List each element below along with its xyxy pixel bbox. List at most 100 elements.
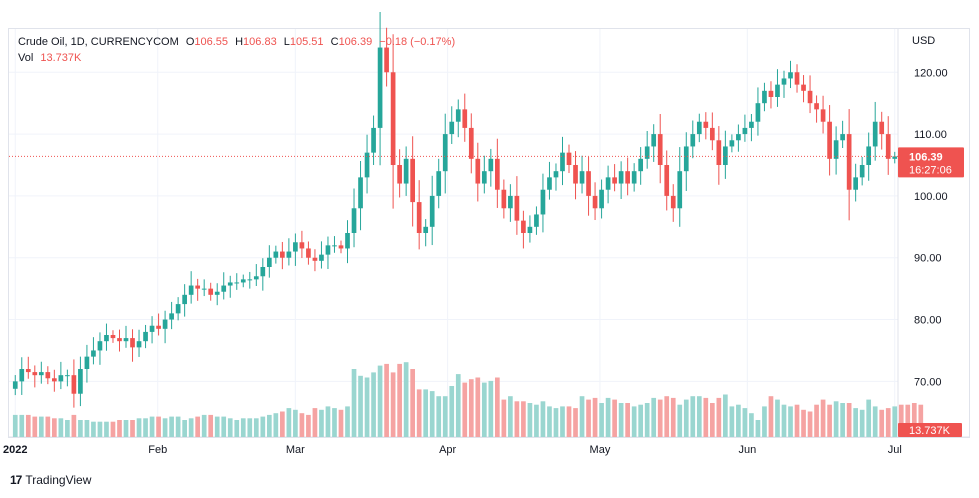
volume-bar <box>188 418 194 437</box>
candle-body <box>638 158 644 172</box>
symbol-label[interactable]: Crude Oil, 1D, CURRENCYCOM <box>18 36 179 48</box>
candle-body <box>651 134 657 147</box>
candle-body <box>462 109 468 128</box>
volume-bar <box>345 406 350 437</box>
volume-bar <box>690 396 696 437</box>
candle-body <box>247 279 253 281</box>
candle-body <box>690 134 696 147</box>
volume-bar <box>859 409 865 437</box>
open-label: O <box>185 36 195 48</box>
volume-bar <box>403 362 409 437</box>
footer-brand[interactable]: 17 TradingView <box>10 473 91 487</box>
volume-bar <box>306 414 311 437</box>
volume-bar <box>911 403 917 437</box>
volume-bar <box>768 396 774 437</box>
candle-body <box>540 189 546 215</box>
candle-body <box>625 171 630 184</box>
volume-bar <box>299 413 305 437</box>
y-tick-label: 110.00 <box>914 129 947 141</box>
candle-body <box>58 375 64 382</box>
volume-bar <box>195 416 201 437</box>
volume-bar <box>573 408 578 437</box>
volume-bar <box>833 401 839 437</box>
candle-body <box>521 220 526 233</box>
volume-bar <box>644 403 650 437</box>
candle-body <box>390 72 396 165</box>
volume-bar <box>775 399 780 437</box>
candle-body <box>508 195 513 209</box>
volume-bar <box>625 403 630 437</box>
volume-bar <box>820 399 826 437</box>
candle-body <box>586 171 591 196</box>
volume-label[interactable]: Vol <box>18 52 34 64</box>
volume-bar <box>846 403 852 437</box>
candle-body <box>814 103 819 110</box>
volume-bar <box>488 380 494 437</box>
volume-bar <box>280 411 285 437</box>
volume-bar <box>481 382 487 437</box>
volume-bar <box>683 399 689 437</box>
low-value: 105.51 <box>289 36 324 48</box>
candle-body <box>325 245 331 255</box>
candle-body <box>599 189 604 209</box>
volume-bar <box>319 409 324 437</box>
volume-bar <box>709 403 715 437</box>
candle-body <box>801 84 806 91</box>
candle-body <box>768 90 774 97</box>
candle-body <box>319 254 324 261</box>
volume-bar <box>716 397 722 437</box>
volume-bar <box>416 389 422 437</box>
candle-body <box>136 341 142 348</box>
volume-bar <box>807 411 813 437</box>
volume-bar <box>371 372 376 437</box>
volume-bar <box>390 372 396 437</box>
candle-body <box>696 121 702 135</box>
candle-body <box>117 338 122 342</box>
volume-bar <box>156 416 161 437</box>
candle-body <box>338 245 344 249</box>
candle-body <box>351 208 357 233</box>
volume-bar <box>338 409 344 437</box>
volume-bar <box>631 406 637 437</box>
volume-bar <box>423 389 429 437</box>
candle-body <box>775 84 780 97</box>
candle-body <box>866 146 872 165</box>
volume-bar <box>78 420 83 437</box>
candle-body <box>605 177 611 190</box>
volume-bar <box>801 409 806 437</box>
open-value: 106.55 <box>194 36 229 48</box>
candle-body <box>468 127 474 159</box>
volume-bar <box>501 399 507 437</box>
price-badge-countdown: 16:27:06 <box>909 164 952 176</box>
candle-body <box>892 156 898 159</box>
candle-body <box>879 121 885 135</box>
candle-body <box>436 171 442 196</box>
candle-body <box>481 171 487 184</box>
volume-bar <box>605 397 611 437</box>
volume-bar <box>905 404 911 437</box>
brand-name: TradingView <box>25 473 92 487</box>
volume-badge-value: 13.737K <box>909 425 951 437</box>
low-label: L <box>283 36 290 48</box>
volume-bar <box>247 418 253 437</box>
candle-body <box>729 140 735 147</box>
volume-bar <box>657 399 663 437</box>
high-label: H <box>235 36 244 48</box>
candle-body <box>853 177 858 190</box>
candle-body <box>820 109 826 122</box>
candle-body <box>410 158 415 203</box>
candle-body <box>449 121 455 135</box>
y-tick-label: 120.00 <box>914 67 948 79</box>
volume-bar <box>729 406 735 437</box>
volume-bar <box>468 379 474 437</box>
candle-body <box>280 251 285 258</box>
y-tick-label: 90.00 <box>914 253 942 265</box>
volume-bar <box>892 406 898 437</box>
volume-bar <box>234 420 240 437</box>
candle-body <box>384 47 389 73</box>
volume-bar <box>618 403 624 437</box>
candle-body <box>38 372 44 376</box>
volume-bar <box>91 421 96 437</box>
candle-body <box>488 158 494 172</box>
